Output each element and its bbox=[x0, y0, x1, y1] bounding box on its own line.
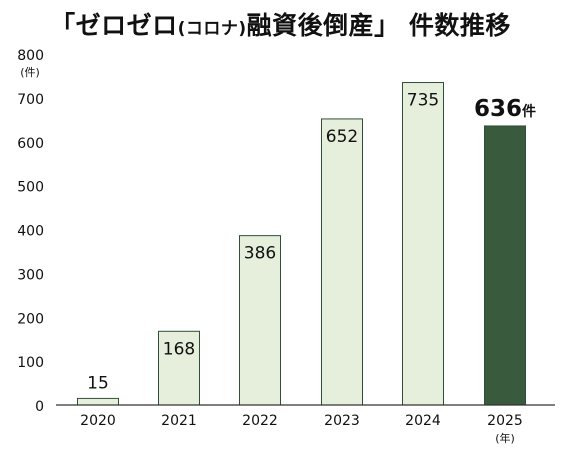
chart-title-lead: 「ゼロゼロ bbox=[50, 11, 178, 40]
bar bbox=[239, 235, 281, 406]
value-label-number: 636 bbox=[474, 96, 522, 122]
y-unit-label: (件) bbox=[20, 66, 40, 79]
value-label-highlight: 636件 bbox=[474, 96, 536, 122]
bar bbox=[402, 82, 444, 406]
y-tick-label: 100 bbox=[17, 355, 44, 371]
value-label: 386 bbox=[244, 244, 276, 264]
y-tick-label: 600 bbox=[17, 136, 44, 152]
x-tick-label: 2024 bbox=[405, 413, 441, 429]
chart-title-rest: 融資後倒産」 件数推移 bbox=[246, 11, 511, 40]
chart-title-paren: (コロナ) bbox=[177, 19, 247, 39]
y-tick-label: 800 bbox=[17, 48, 44, 64]
y-tick-label: 0 bbox=[35, 399, 44, 415]
value-label: 168 bbox=[163, 339, 195, 359]
value-label: 735 bbox=[407, 91, 439, 111]
x-tick-label: 2021 bbox=[161, 413, 197, 429]
y-tick-label: 700 bbox=[17, 92, 44, 108]
value-label-suffix: 件 bbox=[522, 103, 536, 120]
bar bbox=[321, 118, 363, 406]
x-unit-label: (年) bbox=[495, 431, 515, 445]
y-tick-label: 300 bbox=[17, 267, 44, 283]
bar bbox=[158, 330, 200, 406]
bar bbox=[484, 125, 526, 406]
y-tick-label: 400 bbox=[17, 224, 44, 240]
value-label: 652 bbox=[326, 127, 358, 147]
x-tick-label: 2020 bbox=[80, 413, 116, 429]
x-tick-label: 2025 bbox=[487, 413, 523, 429]
chart-title: 「ゼロゼロ(コロナ)融資後倒産」 件数推移 bbox=[0, 6, 561, 42]
value-label: 15 bbox=[87, 373, 109, 393]
y-tick-label: 500 bbox=[17, 180, 44, 196]
x-tick-label: 2022 bbox=[242, 413, 278, 429]
x-tick-label: 2023 bbox=[324, 413, 360, 429]
bar bbox=[77, 397, 119, 406]
y-tick-label: 200 bbox=[17, 311, 44, 327]
